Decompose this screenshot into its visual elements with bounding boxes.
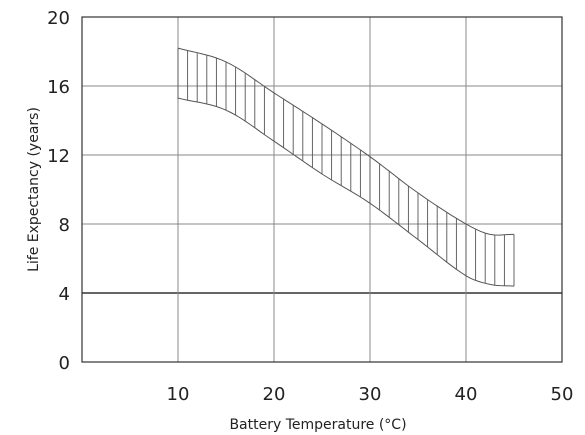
y-tick-label: 4 bbox=[59, 284, 70, 305]
x-tick-label: 20 bbox=[263, 384, 286, 405]
y-tick-label: 8 bbox=[59, 215, 70, 236]
y-axis-label: Life Expectancy (years) bbox=[26, 107, 42, 272]
x-tick-label: 10 bbox=[167, 384, 190, 405]
y-tick-label: 20 bbox=[47, 8, 70, 29]
band-lower-bound bbox=[177, 97, 515, 287]
y-tick-label: 16 bbox=[47, 77, 70, 98]
band-upper-bound bbox=[177, 47, 515, 236]
grid-layer bbox=[82, 17, 562, 362]
y-tick-label: 12 bbox=[47, 146, 70, 167]
x-axis-label: Battery Temperature (°C) bbox=[229, 417, 406, 433]
x-tick-label: 40 bbox=[455, 384, 478, 405]
plot-frame bbox=[81, 16, 563, 363]
tick-labels: 10 20 30 40 50 0 4 8 12 16 20 bbox=[47, 8, 573, 405]
x-tick-label: 30 bbox=[359, 384, 382, 405]
axes-layer bbox=[81, 16, 563, 363]
y-tick-label: 0 bbox=[59, 353, 70, 374]
x-tick-label: 50 bbox=[551, 384, 574, 405]
band-layer bbox=[177, 47, 515, 287]
